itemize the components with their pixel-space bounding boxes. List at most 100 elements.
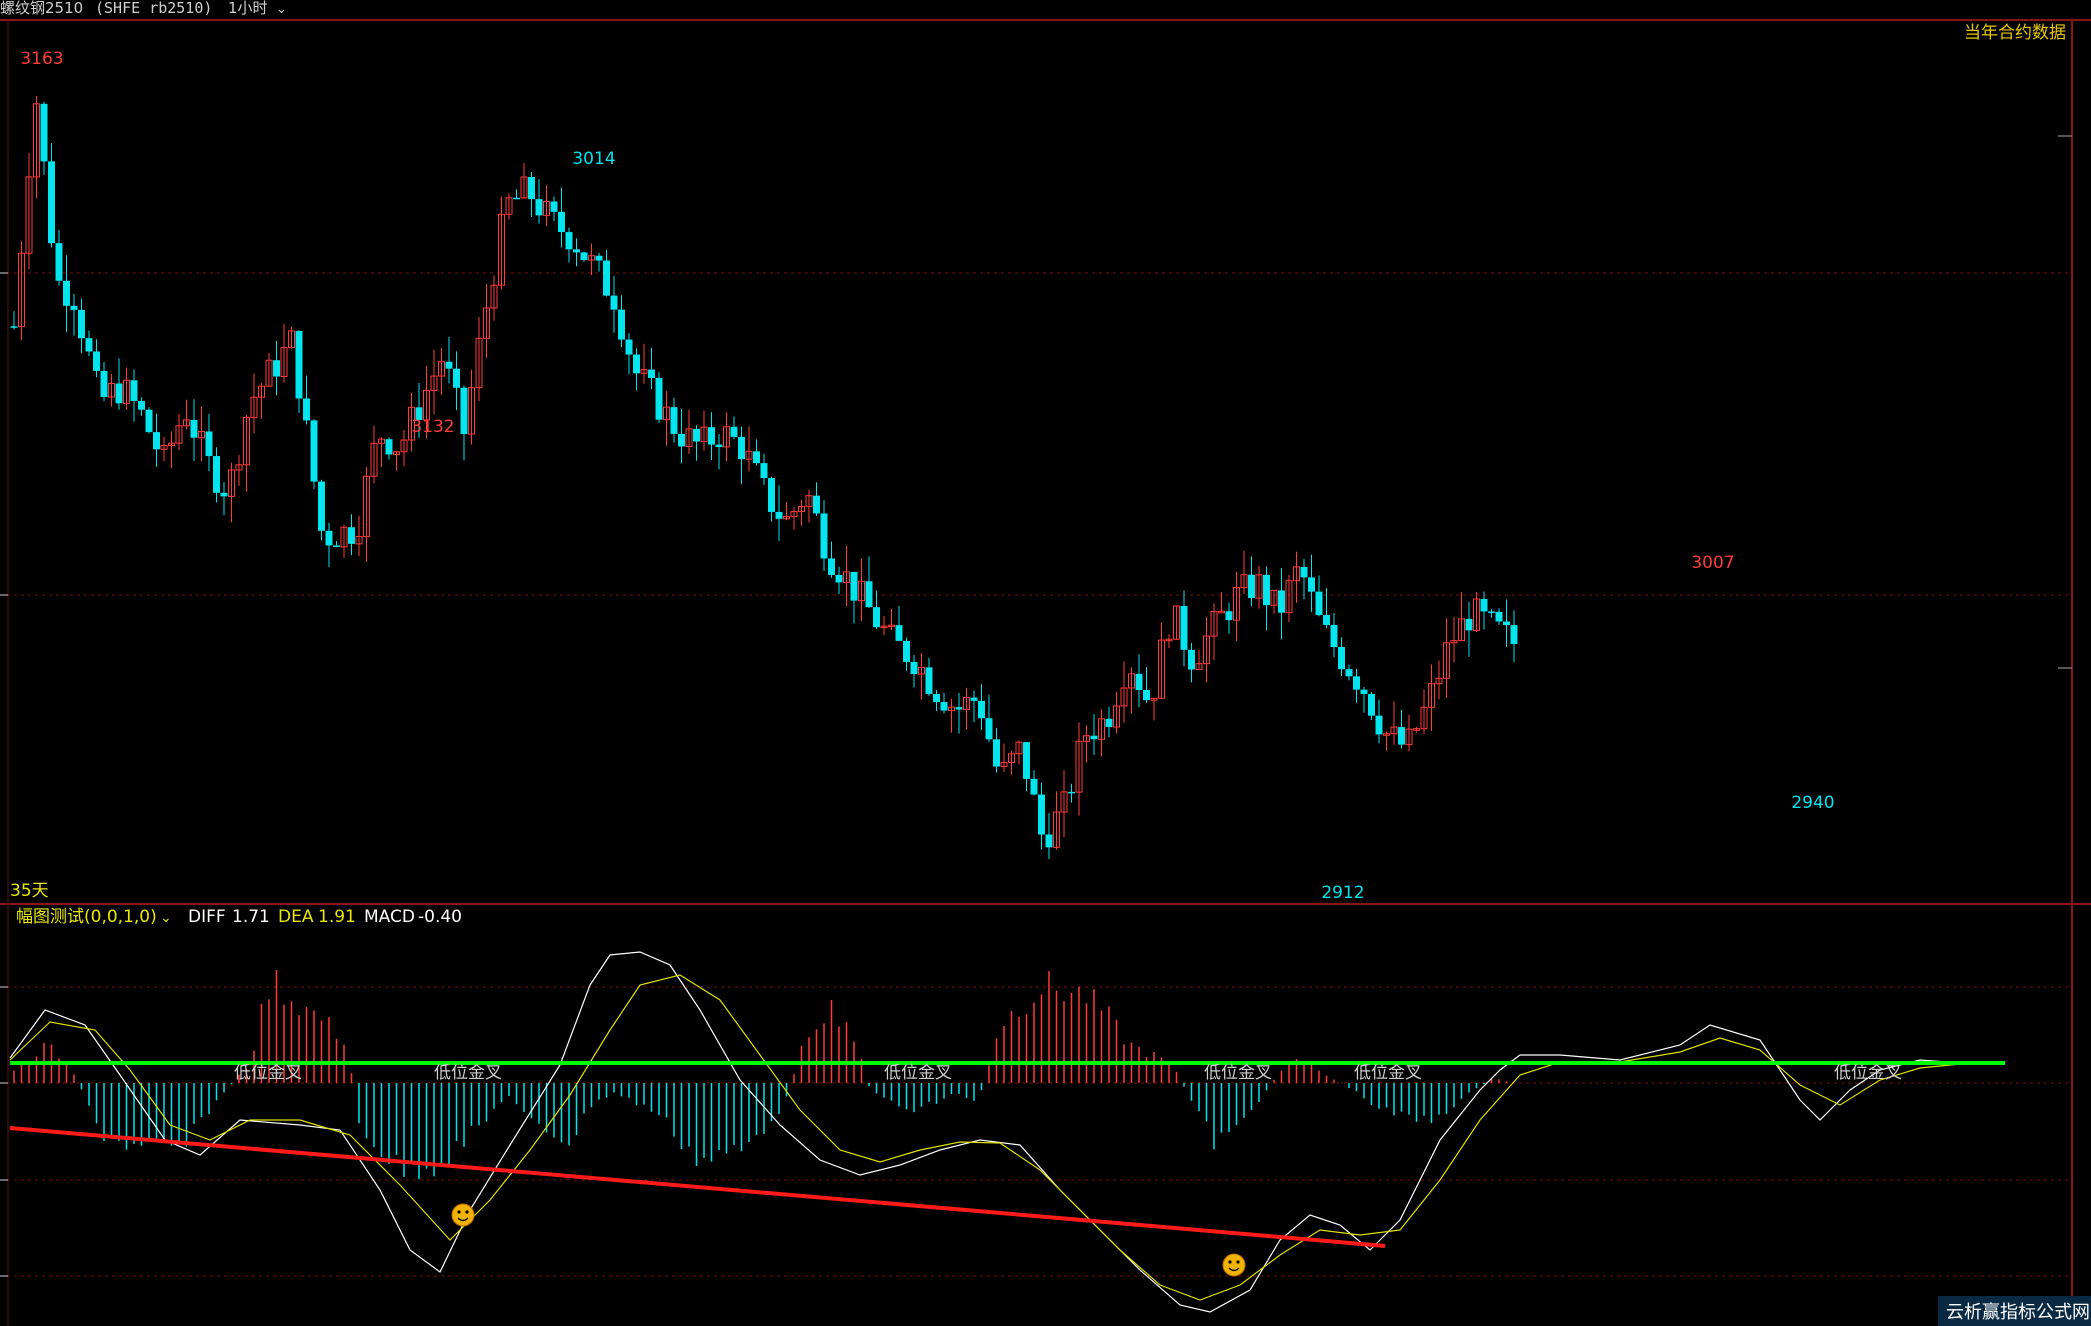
candle-body xyxy=(93,351,100,371)
candle-body xyxy=(948,706,955,712)
candle-body xyxy=(648,369,655,379)
candle-body xyxy=(228,469,235,497)
candle-body xyxy=(213,456,220,493)
candle-body xyxy=(258,385,265,398)
smiley-face xyxy=(1222,1253,1246,1277)
candle-body xyxy=(265,359,273,387)
candlestick-series xyxy=(10,96,1518,859)
candle-body xyxy=(1188,649,1195,670)
chevron-down-icon[interactable]: ⌄ xyxy=(276,2,287,17)
candle-body xyxy=(858,580,865,602)
candle-body xyxy=(1398,727,1405,745)
candle-body xyxy=(1503,621,1510,626)
candle-body xyxy=(1090,735,1098,740)
candle-body xyxy=(153,432,160,450)
candle-body xyxy=(1495,611,1503,622)
smiley-eye xyxy=(1236,1260,1240,1264)
candle-body xyxy=(798,506,805,513)
watermark-background xyxy=(1938,1296,2091,1326)
candle-body xyxy=(1173,605,1180,640)
candle-body xyxy=(873,607,880,628)
candle-body xyxy=(1075,740,1083,793)
candle-body xyxy=(1203,635,1210,665)
candle-body xyxy=(1083,735,1090,742)
candle-body xyxy=(1113,705,1120,728)
candle-body xyxy=(235,464,243,471)
candle-body xyxy=(1045,834,1053,848)
indicator-name[interactable]: 幅图测试(0,0,1,0) xyxy=(16,907,157,927)
candle-body xyxy=(640,369,648,374)
candle-body xyxy=(348,527,355,544)
candle-body xyxy=(955,707,963,710)
candle-body xyxy=(1128,673,1135,689)
candle-body xyxy=(1143,689,1150,701)
candle-body xyxy=(1008,753,1015,763)
candle-body xyxy=(1375,715,1383,735)
candle-body xyxy=(280,347,288,377)
candle-body xyxy=(1480,599,1488,612)
contract-data-label[interactable]: 当年合约数据 xyxy=(1964,23,2066,43)
candle-body xyxy=(978,700,985,719)
candle-body xyxy=(138,400,145,410)
candle-body xyxy=(1405,728,1413,746)
smiley-icon xyxy=(1222,1253,1246,1277)
candle-body xyxy=(993,739,1000,767)
candle-body xyxy=(618,309,625,340)
candle-body xyxy=(18,252,25,328)
days-label: 35天 xyxy=(10,881,49,901)
candle-body xyxy=(1300,566,1308,578)
candle-body xyxy=(490,284,498,309)
candle-body xyxy=(1488,611,1495,613)
candle-body xyxy=(445,361,453,369)
diff-value: 1.71 xyxy=(232,907,270,927)
period-select[interactable]: 1小时 xyxy=(228,0,268,17)
candle-body xyxy=(25,176,33,254)
candle-body xyxy=(250,396,258,418)
candle-body xyxy=(633,354,640,374)
candle-body xyxy=(933,693,940,703)
candle-body xyxy=(438,361,445,377)
chevron-down-icon[interactable]: ⌄ xyxy=(160,910,172,926)
trend-overlays: 低位金叉 低位金叉 低位金叉 低位金叉 低位金叉 低位金叉 xyxy=(9,1061,2005,1277)
candle-body xyxy=(1293,566,1300,582)
signal-label: 低位金叉 xyxy=(1834,1063,1902,1083)
candle-body xyxy=(1330,624,1338,648)
candle-body xyxy=(378,438,385,444)
smiley-eye xyxy=(457,1210,461,1214)
candle-body xyxy=(1428,683,1435,708)
candle-body xyxy=(310,420,318,482)
candle-body xyxy=(1015,741,1023,755)
candle-body xyxy=(333,545,340,547)
candle-body xyxy=(1263,574,1270,606)
signal-label: 低位金叉 xyxy=(1204,1063,1272,1083)
candle-body xyxy=(1060,791,1068,813)
price-label-3007: 3007 xyxy=(1691,553,1734,573)
candle-body xyxy=(888,624,895,628)
candle-body xyxy=(693,428,700,442)
candle-body xyxy=(183,419,190,427)
smiley-eye xyxy=(1228,1260,1232,1264)
candle-body xyxy=(1023,742,1030,779)
candle-body xyxy=(115,383,123,404)
candle-body xyxy=(63,280,70,306)
candle-body xyxy=(1413,728,1420,731)
candle-body xyxy=(1323,615,1330,625)
smiley-eye xyxy=(465,1210,469,1214)
candle-body xyxy=(685,428,693,447)
candle-body xyxy=(325,530,333,546)
macd-lines xyxy=(9,951,2005,1313)
candle-body xyxy=(475,337,483,389)
candle-body xyxy=(1150,697,1158,701)
candle-body xyxy=(370,442,378,477)
candle-body xyxy=(513,197,520,200)
instrument-title[interactable]: 螺纹钢2510 xyxy=(0,0,83,17)
macd-value: -0.40 xyxy=(418,907,462,927)
candle-body xyxy=(1368,693,1375,716)
candle-body xyxy=(10,326,18,328)
candle-body xyxy=(460,387,468,434)
smiley-mouth xyxy=(1228,1267,1240,1272)
candle-body xyxy=(205,431,213,457)
dea-line xyxy=(9,974,2005,1301)
candle-body xyxy=(385,439,393,455)
